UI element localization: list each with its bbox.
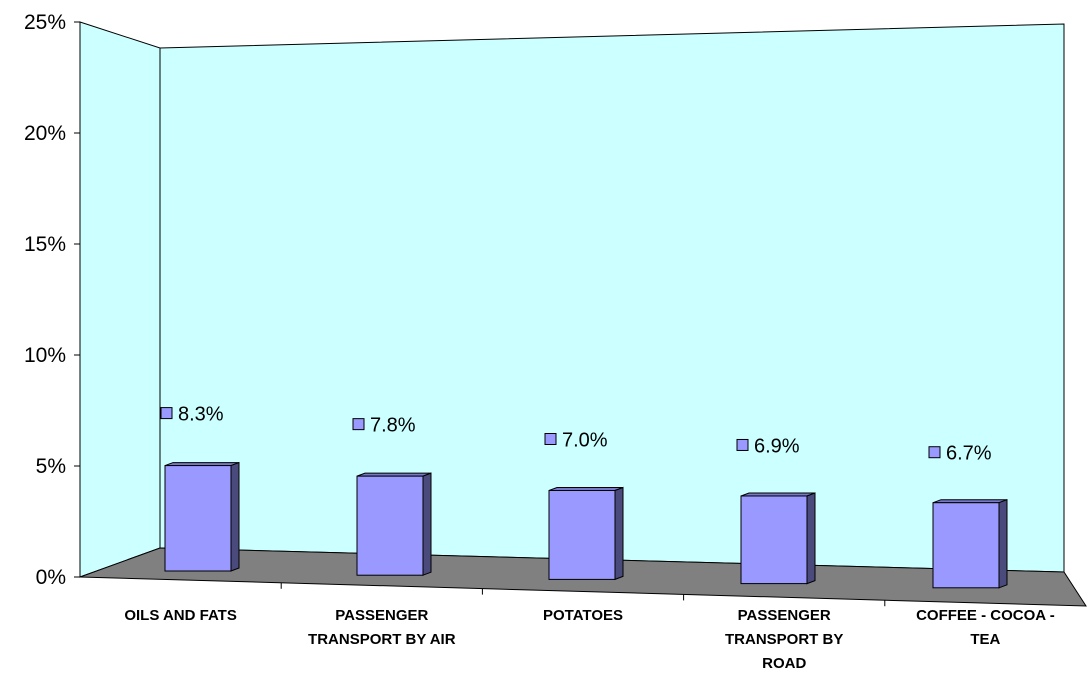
y-tick-label: 0% <box>36 566 66 589</box>
y-tick-label: 5% <box>36 455 66 478</box>
bar-front-face <box>164 465 232 572</box>
y-tick-label: 20% <box>24 122 66 145</box>
bar-side-face <box>998 498 1008 589</box>
bar: 6.7% <box>928 443 1008 589</box>
data-label: 7.0% <box>562 430 608 452</box>
data-label-marker <box>736 438 749 451</box>
x-tick-label: PASSENGER TRANSPORT BY ROAD <box>725 607 843 672</box>
x-tick-label: PASSENGER TRANSPORT BY AIR <box>308 607 456 648</box>
data-label-marker <box>544 433 557 445</box>
y-tick-label: 10% <box>24 344 66 367</box>
bar-front-face <box>932 502 1000 589</box>
x-tick-label: POTATOES <box>543 607 623 624</box>
bar: 7.8% <box>352 415 432 576</box>
bar: 8.3% <box>160 404 240 572</box>
y-tick-label: 25% <box>24 11 66 34</box>
y-axis: 0% 5% 10% 15% 20% 25% <box>24 11 81 589</box>
data-label: 8.3% <box>178 404 224 426</box>
bar-side-face <box>806 492 816 585</box>
data-label: 6.7% <box>946 443 992 465</box>
bar: 6.9% <box>736 435 816 585</box>
bars: 8.3% 7.8% 7.0% 6.9% 6.7% <box>160 404 1008 589</box>
bar-front-face <box>356 475 424 576</box>
data-label-marker <box>160 407 173 420</box>
bar: 7.0% <box>544 430 624 581</box>
data-label: 7.8% <box>370 415 416 437</box>
bar-side-face <box>230 461 240 572</box>
bar-side-face <box>614 486 624 581</box>
bar-front-face <box>740 495 808 585</box>
bar-front-face <box>548 490 616 580</box>
data-label-marker <box>352 418 365 431</box>
x-axis-labels: OILS AND FATS PASSENGER TRANSPORT BY AIR PO… <box>124 582 1055 672</box>
x-tick-label: COFFEE - COCOA -TEA <box>916 607 1055 648</box>
data-label-marker <box>928 446 941 459</box>
x-tick-label: OILS AND FATS <box>124 607 237 624</box>
y-tick-label: 15% <box>24 233 66 256</box>
bar-side-face <box>422 472 432 576</box>
data-label: 6.9% <box>754 435 800 457</box>
